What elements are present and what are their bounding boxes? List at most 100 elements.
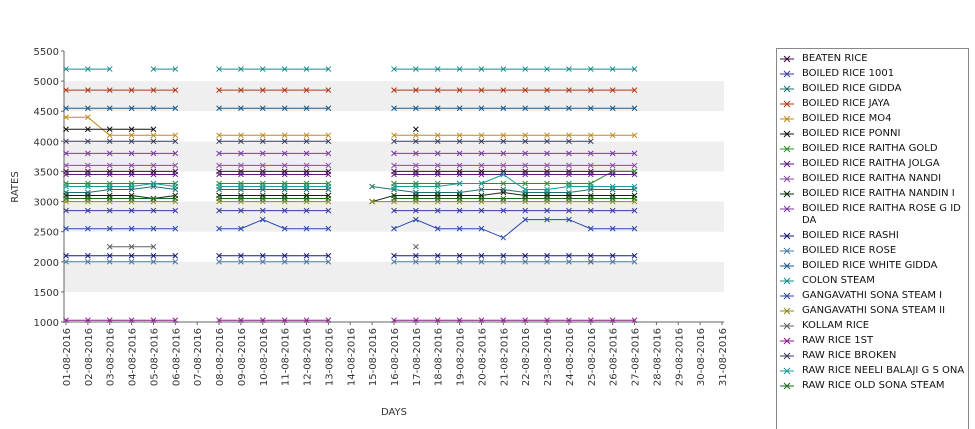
x-tick-label: 16-08-2016 — [390, 328, 401, 386]
data-point — [456, 180, 463, 187]
data-point — [631, 150, 638, 157]
data-point — [587, 132, 594, 139]
data-point — [281, 66, 288, 72]
data-point — [150, 317, 157, 324]
legend-label: GANGAVATHI SONA STEAM II — [802, 305, 946, 316]
data-point — [63, 114, 69, 121]
data-point — [106, 183, 113, 190]
data-point — [303, 87, 310, 93]
x-tick-label: 03-08-2016 — [106, 328, 117, 386]
data-point — [587, 252, 594, 259]
data-point — [303, 258, 310, 265]
data-point — [391, 195, 397, 202]
legend-label: RAW RICE OLD SONA STEAM — [802, 380, 945, 391]
data-point — [85, 225, 91, 232]
data-point — [500, 195, 507, 202]
legend-marker-icon — [780, 85, 794, 93]
series-4 — [63, 114, 638, 139]
legend-item: BOILED RICE RAITHA JOLGA — [777, 158, 968, 170]
legend-label: BOILED RICE RAITHA NANDI — [802, 173, 942, 184]
series-line — [66, 173, 635, 190]
data-point — [478, 132, 485, 139]
data-point — [172, 225, 179, 232]
legend-label: BOILED RICE WHITE GIDDA — [802, 260, 938, 271]
data-point — [609, 132, 616, 139]
data-point — [587, 162, 594, 169]
data-point — [128, 105, 135, 112]
legend-item: BOILED RICE MO4 — [777, 113, 968, 125]
data-point — [456, 105, 463, 112]
data-point — [609, 87, 616, 93]
x-tick-label: 30-08-2016 — [696, 328, 707, 386]
data-point — [63, 105, 69, 112]
legend-label: BOILED RICE GIDDA — [802, 83, 902, 94]
legend-label: BOILED RICE MO4 — [802, 113, 892, 124]
x-tick-label: 25-08-2016 — [587, 328, 598, 386]
data-point — [303, 252, 310, 259]
data-point — [566, 66, 572, 72]
data-point — [522, 138, 529, 145]
data-point — [500, 162, 507, 169]
plot-band — [64, 51, 724, 82]
data-point — [478, 66, 485, 72]
plot-band — [64, 141, 724, 172]
data-point — [391, 317, 397, 324]
data-point — [128, 243, 135, 250]
data-point — [325, 207, 332, 214]
series-15 — [63, 216, 638, 241]
data-point — [434, 162, 441, 169]
x-tick-label: 08-08-2016 — [215, 328, 226, 386]
legend-item: BEATEN RICE — [777, 53, 968, 65]
legend-item: RAW RICE BROKEN — [777, 350, 968, 362]
x-axis-title: DAYS — [381, 407, 407, 418]
data-point — [413, 195, 419, 202]
data-point — [566, 195, 572, 202]
data-point — [478, 252, 485, 259]
y-tick-label: 5500 — [34, 47, 59, 58]
data-point — [172, 171, 179, 178]
legend-label: RAW RICE NEELI BALAJI G S ONA — [802, 365, 965, 376]
legend-label: BOILED RICE 1001 — [802, 68, 895, 79]
legend-marker-icon — [780, 337, 794, 345]
data-point — [478, 105, 485, 112]
data-point — [281, 138, 288, 145]
data-point — [172, 150, 179, 157]
data-point — [63, 66, 69, 72]
data-point — [566, 317, 572, 324]
data-point — [216, 195, 222, 202]
data-point — [587, 258, 594, 265]
data-point — [85, 105, 91, 112]
data-point — [587, 87, 594, 93]
data-point — [238, 195, 244, 202]
data-point — [413, 207, 419, 214]
data-point — [544, 207, 550, 214]
data-point — [587, 138, 594, 145]
y-axis: 1000 1500 2000 2500 3000 3500 4000 4500 5000 5500 — [34, 47, 65, 329]
legend-label: KOLLAM RICE — [802, 320, 870, 331]
legend-item: BOILED RICE WHITE GIDDA — [777, 260, 968, 272]
data-point — [325, 132, 332, 139]
data-point — [238, 183, 244, 190]
data-point — [63, 207, 69, 214]
x-tick-label: 01-08-2016 — [62, 328, 73, 386]
data-point — [566, 105, 572, 112]
data-point — [303, 171, 310, 178]
data-point — [128, 138, 135, 145]
data-point — [500, 252, 507, 259]
data-point — [281, 105, 288, 112]
data-point — [631, 225, 638, 232]
data-point — [281, 162, 288, 169]
series-5 — [63, 126, 419, 133]
data-point — [106, 252, 113, 259]
data-point — [259, 162, 266, 169]
data-point — [522, 252, 529, 259]
data-point — [106, 132, 113, 139]
legend-item: BOILED RICE RASHI — [777, 230, 968, 242]
data-point — [303, 132, 310, 139]
data-point — [500, 180, 507, 187]
legend-marker-icon — [780, 175, 794, 183]
legend-marker-icon — [780, 262, 794, 270]
x-tick-label: 07-08-2016 — [193, 328, 204, 386]
legend-item: GANGAVATHI SONA STEAM I — [777, 290, 968, 302]
legend-marker-icon — [780, 232, 794, 240]
